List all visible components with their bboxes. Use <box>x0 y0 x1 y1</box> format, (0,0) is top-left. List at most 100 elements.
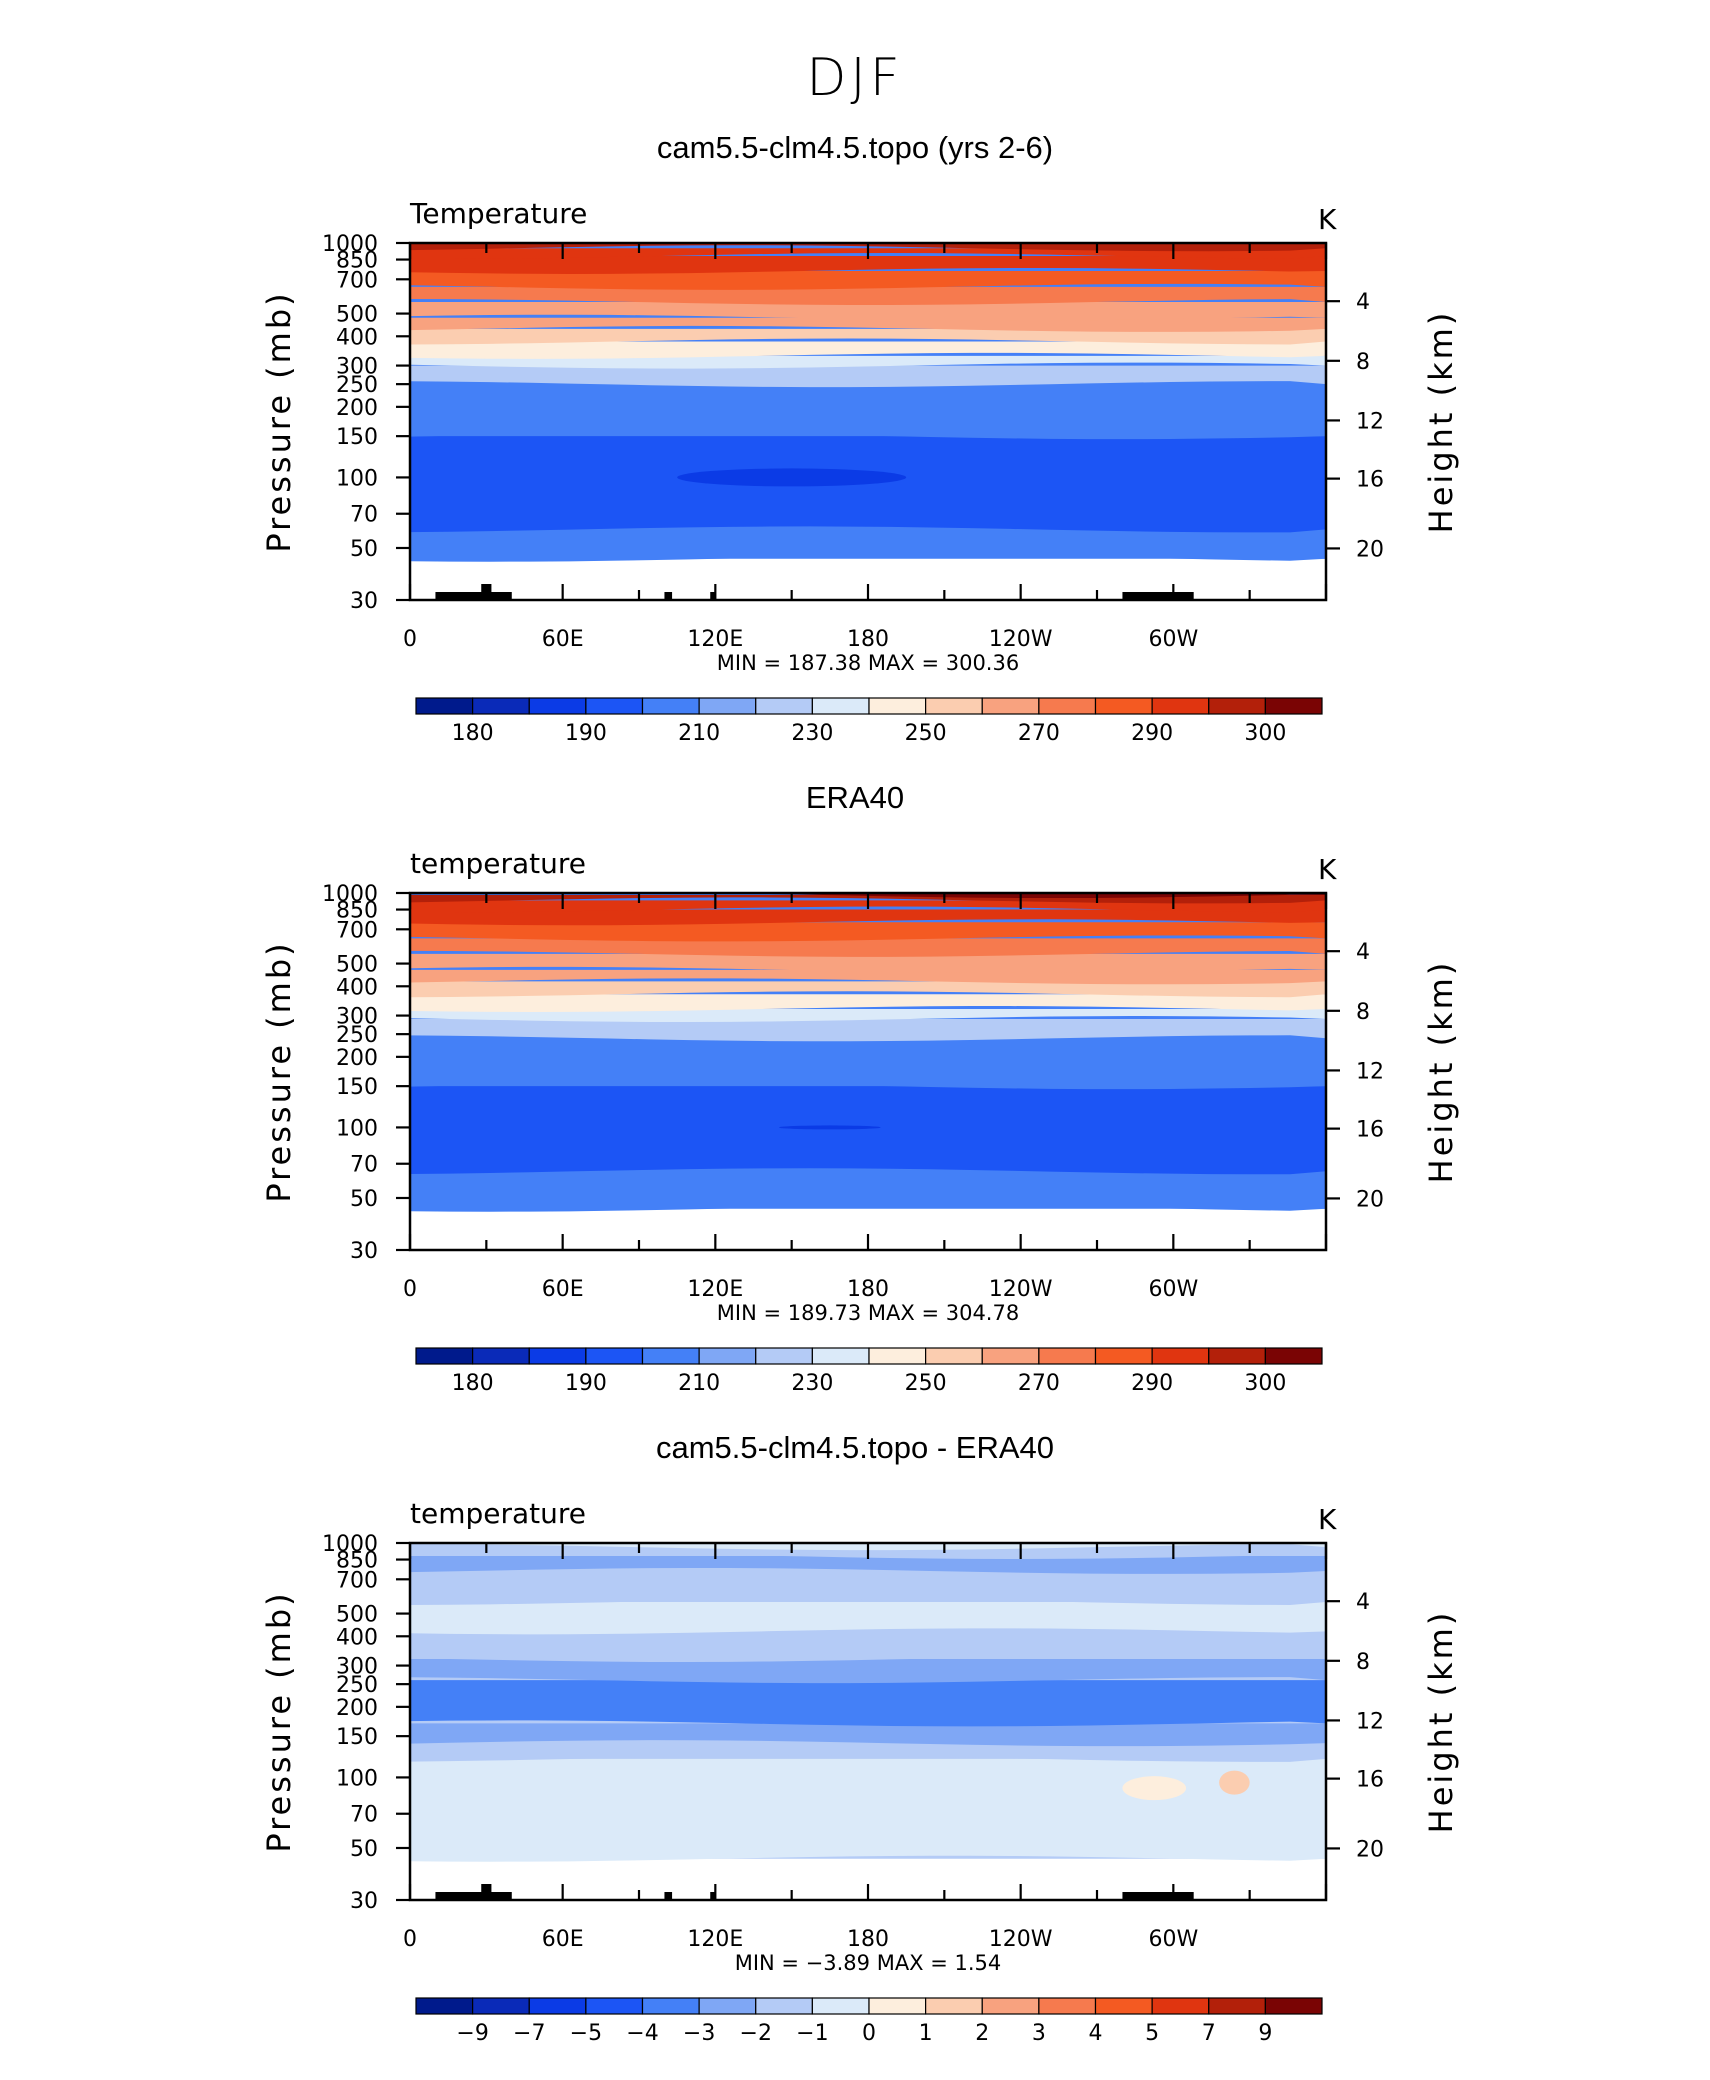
colorbar-swatch <box>528 697 587 715</box>
y-tick-label: 150 <box>336 1075 378 1100</box>
colorbar-swatch <box>925 1997 983 2015</box>
y2-tick-label: 16 <box>1356 1768 1384 1793</box>
y2-tick-label: 20 <box>1356 1187 1384 1212</box>
colorbar-label: 0 <box>862 2021 876 2046</box>
contour-band <box>410 1086 1326 1175</box>
contour-band <box>410 1631 1326 1662</box>
y-tick-label: 700 <box>336 1568 378 1593</box>
colorbar-label: 2 <box>975 2021 989 2046</box>
colorbar-swatch <box>1264 1347 1323 1365</box>
y-tick-label: 300 <box>336 1655 378 1680</box>
contour-band <box>410 328 1326 345</box>
contour-band <box>410 317 1326 332</box>
contour-band <box>410 1019 1326 1042</box>
contour-band <box>410 355 1326 369</box>
panel-obs: ERA40 0 60E 120E 180 120W 60W 30 50 70 100 150 200 2… <box>0 780 1710 1430</box>
panel-title: ERA40 <box>805 780 905 815</box>
y2-axis-title: Height (km) <box>1422 960 1460 1184</box>
topography-mask <box>1122 1892 1194 1900</box>
colorbar-label: 270 <box>1018 1371 1060 1396</box>
y2-axis-title: Height (km) <box>1422 1610 1460 1834</box>
colorbar-swatch <box>811 1997 870 2015</box>
colorbar-swatch <box>1038 697 1097 715</box>
colorbar-swatch <box>981 697 1040 715</box>
y-tick-label: 50 <box>350 1187 378 1212</box>
colorbar-swatch <box>415 1347 474 1365</box>
y-tick-label: 70 <box>350 503 378 528</box>
contour-band <box>410 1659 1326 1684</box>
x-tick-label: 60W <box>1148 1927 1198 1952</box>
contour-band <box>410 365 1326 388</box>
y2-tick-label: 8 <box>1356 350 1370 375</box>
colorbar-swatch <box>1151 697 1210 715</box>
units-label: K <box>1318 853 1337 886</box>
x-axis: 0 60E 120E 180 120W 60W <box>403 1543 1328 1952</box>
colorbar-label: −9 <box>456 2021 488 2046</box>
colorbar-swatch <box>698 1997 757 2015</box>
y2-tick-label: 4 <box>1356 290 1370 315</box>
colorbar-swatch <box>1208 1997 1266 2015</box>
y-tick-label: 250 <box>336 373 378 398</box>
y-tick-label: 850 <box>336 899 378 924</box>
y2-tick-label: 12 <box>1356 409 1384 434</box>
y2-tick-label: 4 <box>1356 1590 1370 1615</box>
colorbar: 180 190 210 230 250 270 290 300 <box>415 697 1323 746</box>
warm-spot <box>1122 1776 1187 1801</box>
x-tick-label: 120E <box>687 627 743 652</box>
y-tick-label: 70 <box>350 1153 378 1178</box>
colorbar-swatch <box>472 1997 530 2015</box>
y-tick-label: 400 <box>336 975 378 1000</box>
y-tick-label: 100 <box>336 1766 378 1791</box>
colorbar-label: 290 <box>1131 1371 1173 1396</box>
cold-core <box>677 468 907 487</box>
y-tick-label: 300 <box>336 355 378 380</box>
y-tick-label: 70 <box>350 1803 378 1828</box>
x-tick-label: 120E <box>687 1927 743 1952</box>
x-tick-label: 60E <box>542 627 584 652</box>
colorbar-swatch <box>528 1347 587 1365</box>
y2-tick-label: 20 <box>1356 1837 1384 1862</box>
colorbar-swatch <box>925 1347 983 1365</box>
x-tick-label: 180 <box>847 627 889 652</box>
contour-band <box>410 1009 1326 1023</box>
panel-diff: cam5.5-clm4.5.topo - ERA40 0 60E 120E 180 12… <box>0 1430 1710 2080</box>
y-axis-title: Pressure (mb) <box>260 940 298 1202</box>
colorbar-swatch <box>755 1997 813 2015</box>
y-tick-label: 1000 <box>322 882 378 907</box>
colorbar-label: 250 <box>905 1371 947 1396</box>
y2-axis-title: Height (km) <box>1422 310 1460 534</box>
y-tick-label: 200 <box>336 1046 378 1071</box>
colorbar-swatch <box>925 697 983 715</box>
y-tick-label: 30 <box>350 1239 378 1264</box>
figure-title: DJF <box>806 48 904 108</box>
colorbar-swatch <box>641 697 700 715</box>
y-tick-label: 30 <box>350 589 378 614</box>
colorbar-swatch <box>1038 1347 1097 1365</box>
y-axis-title: Pressure (mb) <box>260 290 298 552</box>
panel-model: cam5.5-clm4.5.topo (yrs 2-6) 0 60E 120E 180… <box>0 130 1710 780</box>
y-tick-label: 250 <box>336 1023 378 1048</box>
y-tick-label: 150 <box>336 1725 378 1750</box>
colorbar-swatch <box>1264 697 1323 715</box>
colorbar-swatch <box>1151 1347 1210 1365</box>
colorbar-label: 230 <box>791 1371 833 1396</box>
y-tick-label: 700 <box>336 268 378 293</box>
colorbar-label: 190 <box>565 721 607 746</box>
colorbar-swatch <box>868 1997 927 2015</box>
x-tick-label: 120W <box>989 1927 1053 1952</box>
units-label: K <box>1318 1503 1337 1536</box>
colorbar-swatch <box>1038 1997 1097 2015</box>
chart-obs: 0 60E 120E 180 120W 60W3050701001502002503004… <box>260 847 1460 1396</box>
y2-axis: 20 16 12 8 4 <box>1326 290 1384 562</box>
contour-band <box>410 406 1326 440</box>
colorbar-swatch <box>981 1997 1040 2015</box>
colorbar-label: 210 <box>678 721 720 746</box>
contour-band <box>410 1758 1326 1862</box>
colorbar-swatch <box>1264 1997 1323 2015</box>
x-tick-label: 60E <box>542 1927 584 1952</box>
contour-band <box>410 1062 1326 1090</box>
x-tick-label: 120W <box>989 627 1053 652</box>
colorbar-swatch <box>755 697 813 715</box>
y-tick-label: 400 <box>336 325 378 350</box>
